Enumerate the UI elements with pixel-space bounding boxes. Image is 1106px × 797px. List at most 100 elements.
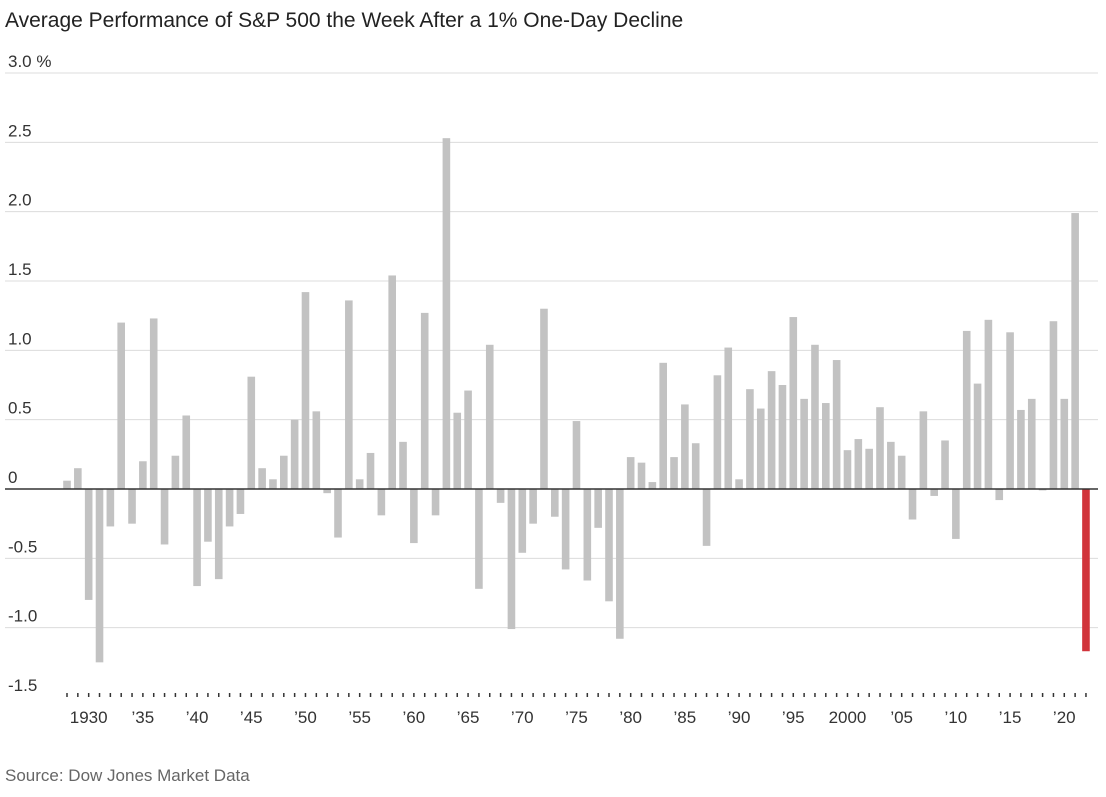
bar bbox=[1006, 332, 1014, 489]
bar bbox=[247, 376, 256, 489]
bar bbox=[269, 479, 277, 489]
bar bbox=[464, 390, 472, 489]
bar bbox=[420, 312, 429, 489]
bar bbox=[160, 489, 169, 545]
bar bbox=[236, 489, 245, 514]
y-tick-label: -1.0 bbox=[8, 607, 37, 626]
x-tick-label: ’85 bbox=[674, 708, 697, 727]
y-tick-label: 2.0 bbox=[8, 191, 32, 210]
x-tick-label: ’20 bbox=[1053, 708, 1076, 727]
bar bbox=[843, 450, 852, 489]
x-tick-label: ’65 bbox=[457, 708, 480, 727]
bar bbox=[681, 404, 689, 489]
bar bbox=[453, 412, 462, 489]
bar bbox=[204, 489, 212, 542]
x-tick-label: ’70 bbox=[511, 708, 534, 727]
y-tick-label: 0.5 bbox=[8, 399, 32, 418]
x-tick-label: ’55 bbox=[348, 708, 371, 727]
bar bbox=[724, 347, 733, 489]
bar bbox=[366, 452, 375, 489]
bar bbox=[897, 455, 906, 489]
bar bbox=[529, 489, 537, 524]
bar bbox=[908, 489, 917, 520]
bar bbox=[1027, 398, 1036, 489]
y-tick-label: -0.5 bbox=[8, 537, 37, 556]
bar bbox=[572, 421, 581, 489]
bar bbox=[312, 411, 321, 489]
bar bbox=[410, 489, 418, 544]
bar bbox=[106, 489, 115, 527]
chart-title: Average Performance of S&P 500 the Week … bbox=[5, 9, 683, 32]
bar bbox=[399, 441, 407, 489]
bar bbox=[171, 455, 180, 489]
bar bbox=[865, 448, 873, 489]
bar bbox=[74, 468, 82, 489]
bar bbox=[778, 385, 787, 489]
bar bbox=[811, 344, 819, 489]
bar bbox=[702, 489, 711, 546]
bar bbox=[431, 489, 440, 516]
x-tick-label: 2000 bbox=[829, 708, 867, 727]
x-tick-label: ’10 bbox=[945, 708, 968, 727]
bar bbox=[713, 375, 722, 489]
bar bbox=[746, 389, 754, 489]
bar bbox=[128, 489, 136, 524]
x-tick-label: ’40 bbox=[186, 708, 209, 727]
y-tick-label: 1.5 bbox=[8, 260, 32, 279]
source: Source: Dow Jones Market Data bbox=[5, 766, 250, 785]
bar bbox=[258, 468, 266, 489]
bar bbox=[507, 489, 516, 630]
bar bbox=[139, 461, 147, 489]
bar bbox=[800, 398, 808, 489]
x-tick-label: ’05 bbox=[890, 708, 913, 727]
bar bbox=[637, 462, 646, 489]
x-tick-label: ’90 bbox=[728, 708, 751, 727]
bar bbox=[518, 489, 527, 553]
bar bbox=[822, 403, 830, 489]
x-tick-label: ’60 bbox=[403, 708, 426, 727]
bar bbox=[225, 489, 234, 527]
bar bbox=[149, 318, 158, 489]
bar bbox=[626, 457, 635, 489]
bar bbox=[496, 489, 505, 503]
bar bbox=[605, 489, 613, 602]
bar bbox=[854, 439, 863, 489]
bar bbox=[670, 457, 678, 489]
bar bbox=[323, 489, 331, 494]
x-tick-label: ’95 bbox=[782, 708, 805, 727]
bar bbox=[117, 322, 125, 489]
bar bbox=[551, 489, 559, 517]
bar bbox=[789, 317, 798, 489]
bar bbox=[84, 489, 93, 600]
bar bbox=[301, 292, 310, 489]
bar bbox=[995, 489, 1004, 501]
bar bbox=[984, 319, 993, 489]
x-tick-label: ’80 bbox=[619, 708, 642, 727]
x-tick-label: ’35 bbox=[132, 708, 155, 727]
bar bbox=[1049, 321, 1058, 489]
bar bbox=[691, 443, 700, 489]
bar bbox=[442, 138, 451, 489]
y-tick-label: 2.5 bbox=[8, 121, 32, 140]
bar bbox=[475, 489, 483, 589]
bar bbox=[616, 489, 624, 639]
bar bbox=[290, 419, 299, 489]
y-tick-label: 0 bbox=[8, 468, 17, 487]
bar bbox=[485, 344, 494, 489]
bar bbox=[648, 482, 657, 489]
bar bbox=[973, 383, 982, 489]
bar bbox=[930, 489, 938, 496]
y-tick-label: 3.0 % bbox=[8, 52, 51, 71]
bar bbox=[756, 408, 765, 489]
y-tick-label: -1.5 bbox=[8, 676, 37, 695]
bar bbox=[214, 489, 223, 580]
bar bbox=[735, 479, 743, 489]
bar bbox=[919, 411, 928, 489]
bar bbox=[941, 440, 949, 489]
bar bbox=[540, 308, 548, 489]
bar bbox=[962, 330, 971, 489]
bar bbox=[952, 489, 960, 539]
bar bbox=[95, 489, 104, 663]
bar bbox=[345, 300, 353, 489]
